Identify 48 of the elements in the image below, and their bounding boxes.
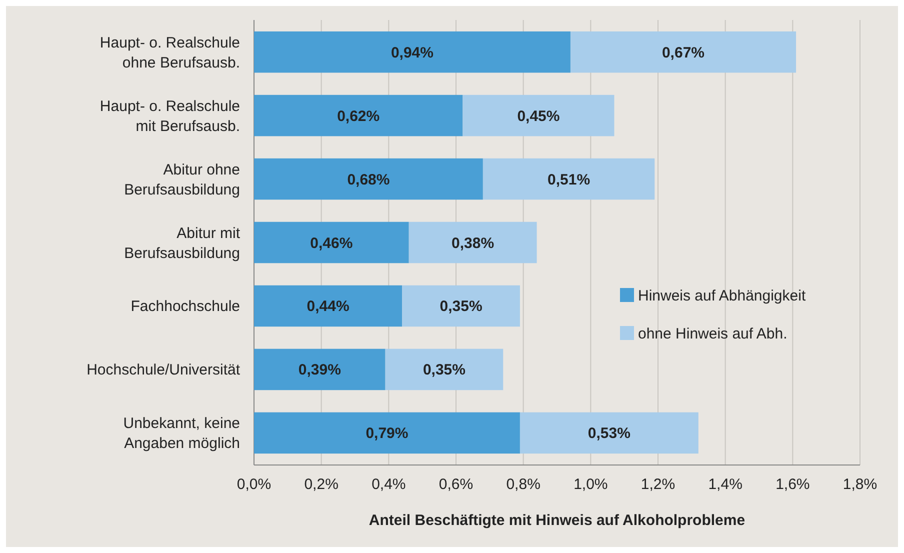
data-label: 0,62% bbox=[337, 108, 380, 125]
data-label: 0,35% bbox=[440, 298, 482, 316]
x-tick-label: 0,4% bbox=[372, 476, 406, 493]
x-tick-label: 0,6% bbox=[438, 476, 474, 493]
bar bbox=[254, 348, 386, 390]
y-tick-label: Abitur mit Berufsausbildung bbox=[124, 224, 241, 262]
x-tick-label: 0,0% bbox=[236, 476, 272, 493]
data-label: 0,38% bbox=[452, 234, 494, 252]
x-axis-title: Anteil Beschäftigte mit Hinweis auf Alkoholprobleme bbox=[368, 512, 746, 529]
y-tick-label: Haupt- o. Realschule mit Berufsausb. bbox=[100, 98, 240, 135]
bar bbox=[520, 412, 698, 454]
data-label: 0,46% bbox=[310, 234, 353, 252]
data-label: 0,67% bbox=[662, 44, 705, 62]
legend-label: ohne Hinweis auf Abh. bbox=[638, 325, 788, 342]
y-tick-label: Fachhochschule bbox=[130, 298, 240, 316]
bar bbox=[462, 94, 614, 136]
bar bbox=[254, 222, 409, 264]
bar bbox=[482, 158, 655, 200]
x-tick-label: 1,6% bbox=[776, 476, 810, 493]
y-tick-label: Haupt- o. Realschule ohne Berufsausb. bbox=[100, 34, 240, 72]
bar bbox=[254, 412, 520, 454]
x-tick-label: 0,2% bbox=[304, 476, 338, 493]
y-tick-label: Hochschule/Universität bbox=[86, 362, 241, 379]
data-label: 0,44% bbox=[306, 298, 350, 316]
data-label: 0,68% bbox=[347, 171, 390, 188]
bar bbox=[408, 222, 537, 264]
data-label: 0,53% bbox=[588, 425, 630, 442]
x-tick-label: 1,8% bbox=[842, 476, 878, 493]
x-tick-label: 0,8% bbox=[506, 476, 540, 493]
bar bbox=[254, 94, 463, 136]
bar bbox=[254, 158, 483, 200]
x-tick-label: 1,0% bbox=[574, 476, 608, 493]
y-tick-label: Unbekannt, keine Angaben möglich bbox=[123, 415, 240, 452]
legend-label: Hinweis auf Abhängigkeit bbox=[638, 287, 806, 304]
data-label: 0,45% bbox=[517, 108, 560, 125]
data-label: 0,79% bbox=[366, 425, 408, 442]
y-tick-label: Abitur ohne Berufsausbildung bbox=[124, 161, 240, 198]
data-label: 0,94% bbox=[390, 44, 434, 62]
data-label: 0,39% bbox=[298, 362, 341, 379]
bar bbox=[254, 31, 570, 73]
bar bbox=[385, 348, 504, 390]
data-label: 0,51% bbox=[548, 171, 590, 188]
bar bbox=[254, 285, 402, 327]
x-tick-label: 1,2% bbox=[640, 476, 676, 493]
bar bbox=[570, 31, 796, 73]
data-label: 0,35% bbox=[422, 362, 466, 379]
x-tick-label: 1,4% bbox=[708, 476, 742, 493]
bar bbox=[402, 285, 520, 327]
